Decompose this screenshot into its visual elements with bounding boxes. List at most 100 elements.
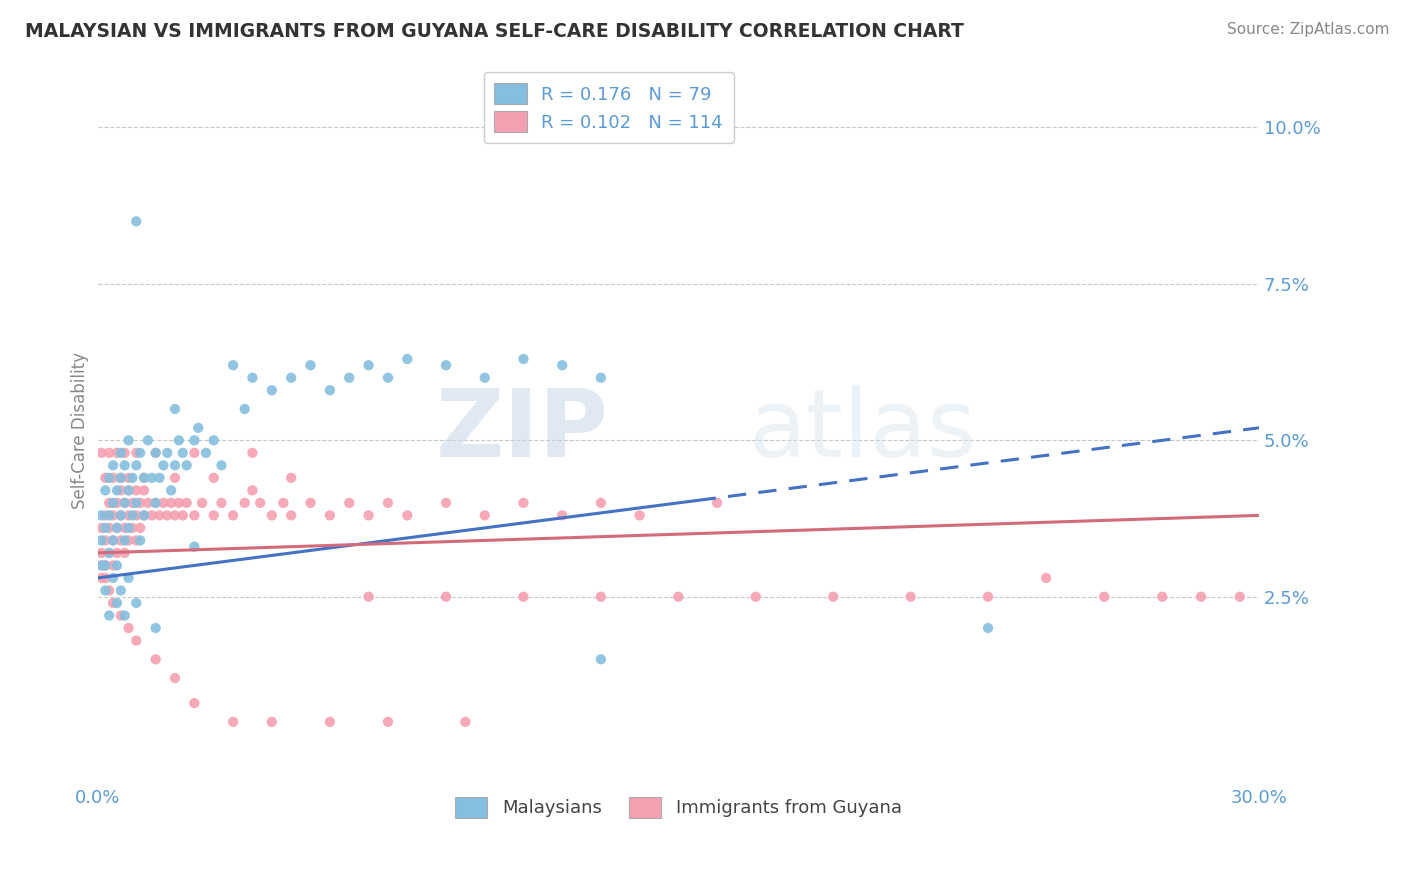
Point (121, 508, 143, 523)
Point (222, 358, 245, 372)
Point (98, 471, 121, 485)
Point (202, 434, 225, 448)
Point (163, 402, 186, 417)
Point (145, 446, 167, 460)
Point (94, 471, 117, 485)
Point (434, 590, 457, 604)
Point (117, 483, 139, 498)
Point (163, 458, 186, 473)
Point (94, 558, 117, 573)
Point (105, 496, 128, 510)
Point (434, 358, 457, 372)
Point (94, 483, 117, 498)
Point (132, 483, 155, 498)
Point (377, 370, 399, 384)
Point (117, 521, 139, 535)
Text: ZIP: ZIP (436, 385, 609, 477)
Point (156, 446, 179, 460)
Point (589, 370, 612, 384)
Point (280, 370, 302, 384)
Point (176, 458, 198, 473)
Point (90, 446, 112, 460)
Point (114, 546, 136, 560)
Point (551, 358, 574, 372)
Point (125, 458, 148, 473)
Point (121, 496, 143, 510)
Point (145, 446, 167, 460)
Point (242, 370, 264, 384)
Point (125, 496, 148, 510)
Point (117, 483, 139, 498)
Point (454, 714, 477, 729)
Point (101, 571, 124, 585)
Point (319, 714, 342, 729)
Point (110, 508, 132, 523)
Point (114, 496, 136, 510)
Point (98, 546, 121, 560)
Point (110, 483, 132, 498)
Point (129, 533, 152, 548)
Point (187, 421, 209, 435)
Point (132, 471, 155, 485)
Point (117, 471, 139, 485)
Point (94, 558, 117, 573)
Point (156, 508, 179, 523)
Point (823, 590, 845, 604)
Point (90, 571, 112, 585)
Text: MALAYSIAN VS IMMIGRANTS FROM GUYANA SELF-CARE DISABILITY CORRELATION CHART: MALAYSIAN VS IMMIGRANTS FROM GUYANA SELF… (25, 22, 965, 41)
Point (666, 590, 689, 604)
Point (105, 596, 128, 610)
Point (273, 496, 295, 510)
Point (589, 496, 612, 510)
Point (125, 533, 148, 548)
Point (125, 596, 148, 610)
Point (202, 471, 225, 485)
Point (357, 590, 380, 604)
Point (242, 483, 264, 498)
Point (98, 508, 121, 523)
Point (900, 590, 922, 604)
Point (589, 590, 612, 604)
Point (110, 471, 132, 485)
Point (172, 446, 194, 460)
Point (117, 621, 139, 635)
Point (117, 571, 139, 585)
Point (512, 590, 534, 604)
Point (114, 446, 136, 460)
Point (125, 483, 148, 498)
Point (105, 546, 128, 560)
Point (191, 496, 214, 510)
Point (377, 714, 399, 729)
Point (1035, 571, 1057, 585)
Point (101, 558, 124, 573)
Text: Source: ZipAtlas.com: Source: ZipAtlas.com (1226, 22, 1389, 37)
Point (117, 533, 139, 548)
Point (299, 358, 322, 372)
Point (110, 533, 132, 548)
Point (114, 608, 136, 623)
Point (160, 483, 183, 498)
Point (249, 496, 271, 510)
Point (105, 446, 128, 460)
Point (90, 558, 112, 573)
Point (114, 533, 136, 548)
Point (163, 471, 186, 485)
Point (148, 508, 170, 523)
Point (110, 508, 132, 523)
Point (129, 521, 152, 535)
Text: atlas: atlas (748, 385, 976, 477)
Point (141, 508, 163, 523)
Point (337, 370, 360, 384)
Y-axis label: Self-Care Disability: Self-Care Disability (72, 352, 89, 509)
Point (233, 496, 256, 510)
Point (125, 508, 148, 523)
Point (136, 496, 159, 510)
Point (110, 446, 132, 460)
Point (101, 533, 124, 548)
Point (222, 714, 245, 729)
Point (94, 571, 117, 585)
Point (90, 533, 112, 548)
Point (145, 496, 167, 510)
Point (396, 351, 419, 366)
Point (745, 590, 768, 604)
